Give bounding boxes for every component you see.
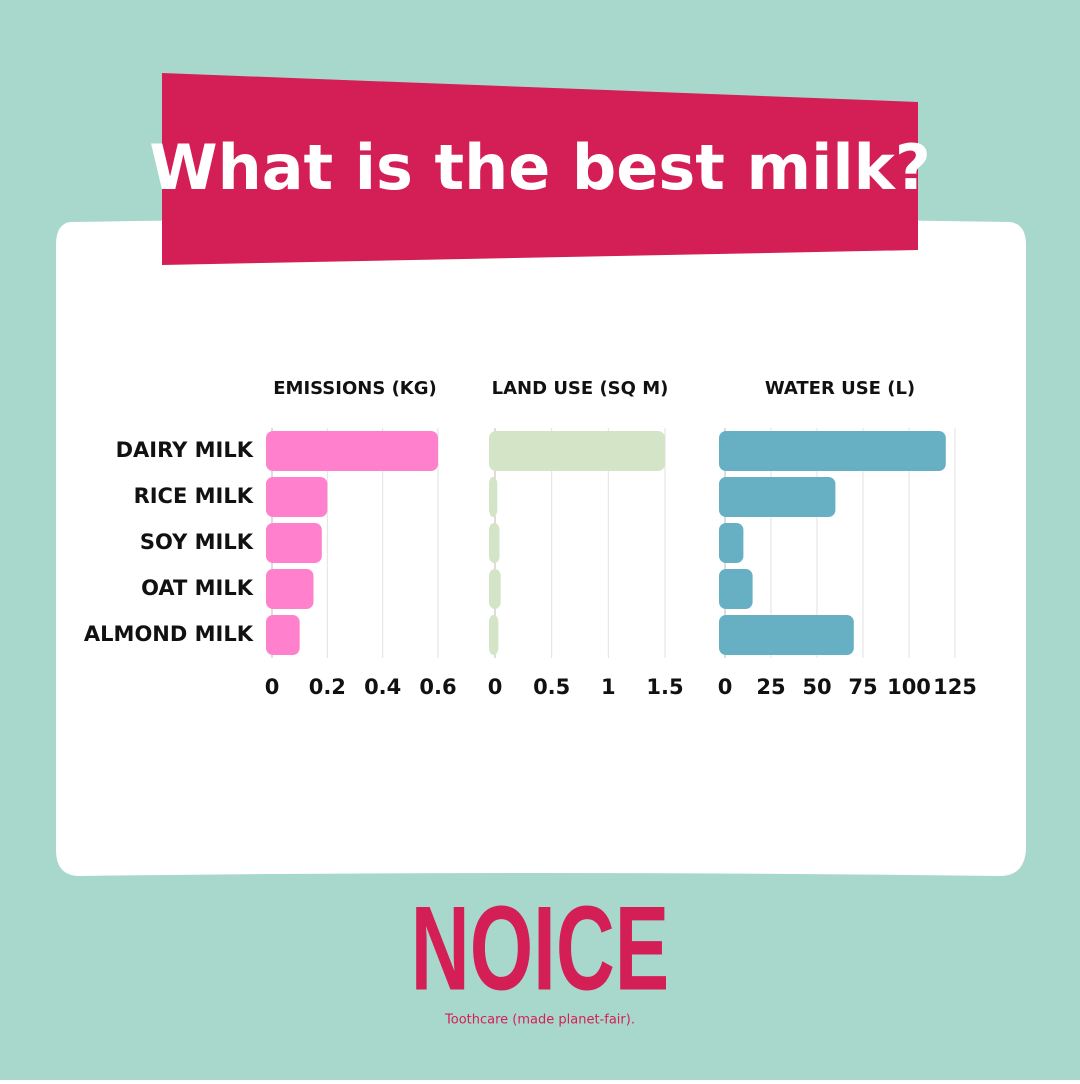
category-label: OAT MILK <box>141 576 254 600</box>
category-label: RICE MILK <box>134 484 254 508</box>
bar <box>266 615 300 655</box>
bar <box>719 477 836 517</box>
x-tick-label: 100 <box>887 675 931 699</box>
tagline: Toothcare (made planet-fair). <box>444 1013 635 1028</box>
chart-title: LAND USE (SQ M) <box>492 378 669 399</box>
category-label: ALMOND MILK <box>84 622 254 646</box>
bar <box>489 431 665 471</box>
x-tick-label: 75 <box>848 675 877 699</box>
bar <box>489 615 499 655</box>
bar <box>719 615 854 655</box>
chart-title: WATER USE (L) <box>765 378 915 399</box>
bar <box>489 569 501 609</box>
x-tick-label: 0.5 <box>533 675 570 699</box>
bar <box>266 523 322 563</box>
logo: NOICE <box>411 881 669 1015</box>
x-tick-label: 1 <box>601 675 616 699</box>
page-title: What is the best milk? <box>149 131 931 204</box>
bar <box>266 431 438 471</box>
bar <box>489 477 498 517</box>
x-tick-label: 0.6 <box>419 675 456 699</box>
bar <box>719 523 744 563</box>
x-tick-label: 25 <box>756 675 785 699</box>
chart-title: EMISSIONS (KG) <box>273 378 437 399</box>
x-tick-label: 0 <box>488 675 503 699</box>
x-tick-label: 0 <box>265 675 280 699</box>
bar <box>266 569 314 609</box>
x-tick-label: 125 <box>933 675 977 699</box>
bar <box>719 569 753 609</box>
category-label: SOY MILK <box>140 530 254 554</box>
title-banner <box>162 73 918 265</box>
x-tick-label: 0.2 <box>309 675 346 699</box>
x-tick-label: 0 <box>718 675 733 699</box>
x-tick-label: 1.5 <box>646 675 683 699</box>
card <box>56 218 1026 876</box>
bar <box>489 523 500 563</box>
x-tick-label: 50 <box>802 675 831 699</box>
category-label: DAIRY MILK <box>116 438 254 462</box>
bar <box>266 477 328 517</box>
bar <box>719 431 946 471</box>
x-tick-label: 0.4 <box>364 675 401 699</box>
